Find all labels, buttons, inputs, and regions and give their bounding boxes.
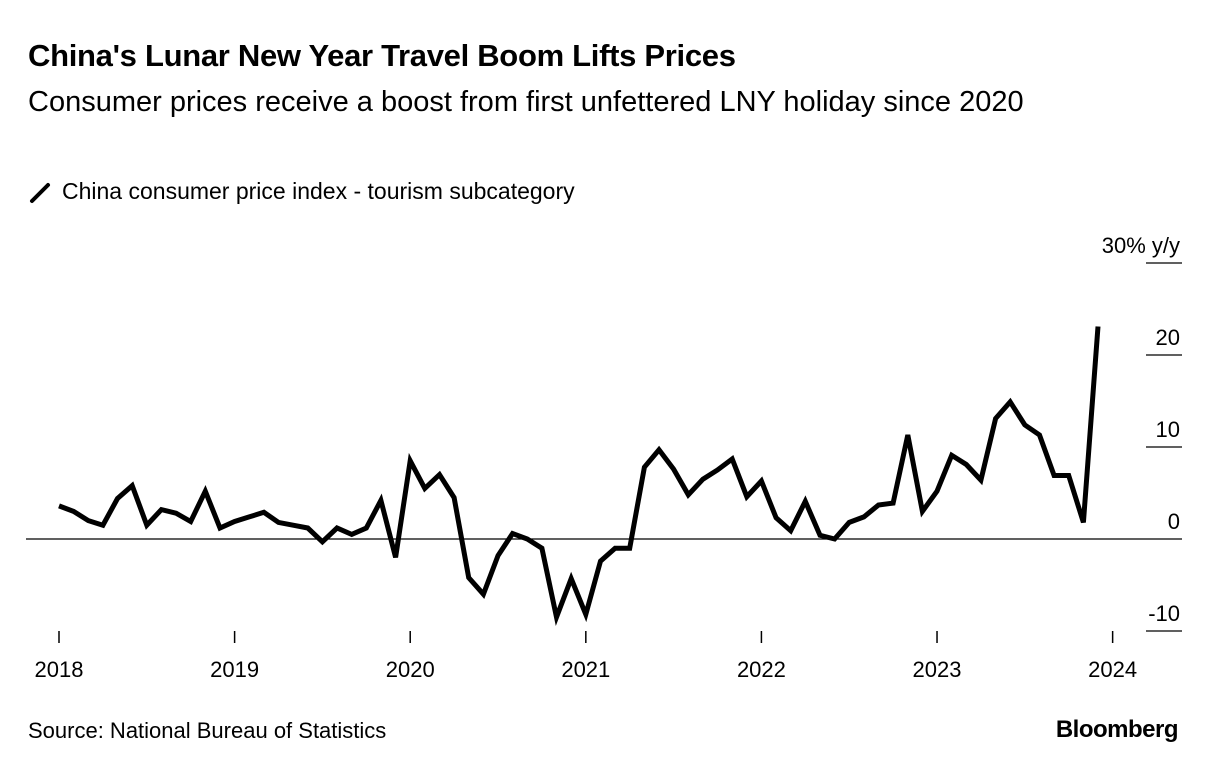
chart-title: China's Lunar New Year Travel Boom Lifts… bbox=[28, 38, 736, 73]
y-tick-label: 0 bbox=[1168, 509, 1180, 534]
source-note: Source: National Bureau of Statistics bbox=[28, 718, 387, 743]
legend-line-icon bbox=[30, 182, 50, 203]
x-tick-label: 2024 bbox=[1088, 657, 1137, 682]
legend-label: China consumer price index - tourism sub… bbox=[62, 178, 575, 204]
x-tick-label: 2023 bbox=[913, 657, 962, 682]
x-tick-label: 2019 bbox=[210, 657, 259, 682]
bloomberg-logo: Bloomberg bbox=[1055, 716, 1179, 743]
y-tick-label: 30% y/y bbox=[1102, 233, 1180, 258]
x-tick-label: 2018 bbox=[35, 657, 84, 682]
x-tick-label: 2021 bbox=[561, 657, 610, 682]
tourism-cpi-line bbox=[58, 326, 1101, 627]
y-tick-label: 10 bbox=[1156, 417, 1180, 442]
chart-subtitle: Consumer prices receive a boost from fir… bbox=[28, 86, 1024, 118]
y-tick-label: -10 bbox=[1148, 601, 1180, 626]
x-tick-label: 2022 bbox=[737, 657, 786, 682]
legend: China consumer price index - tourism sub… bbox=[28, 178, 575, 205]
y-tick-label: 20 bbox=[1156, 325, 1180, 350]
x-tick-label: 2020 bbox=[386, 657, 435, 682]
